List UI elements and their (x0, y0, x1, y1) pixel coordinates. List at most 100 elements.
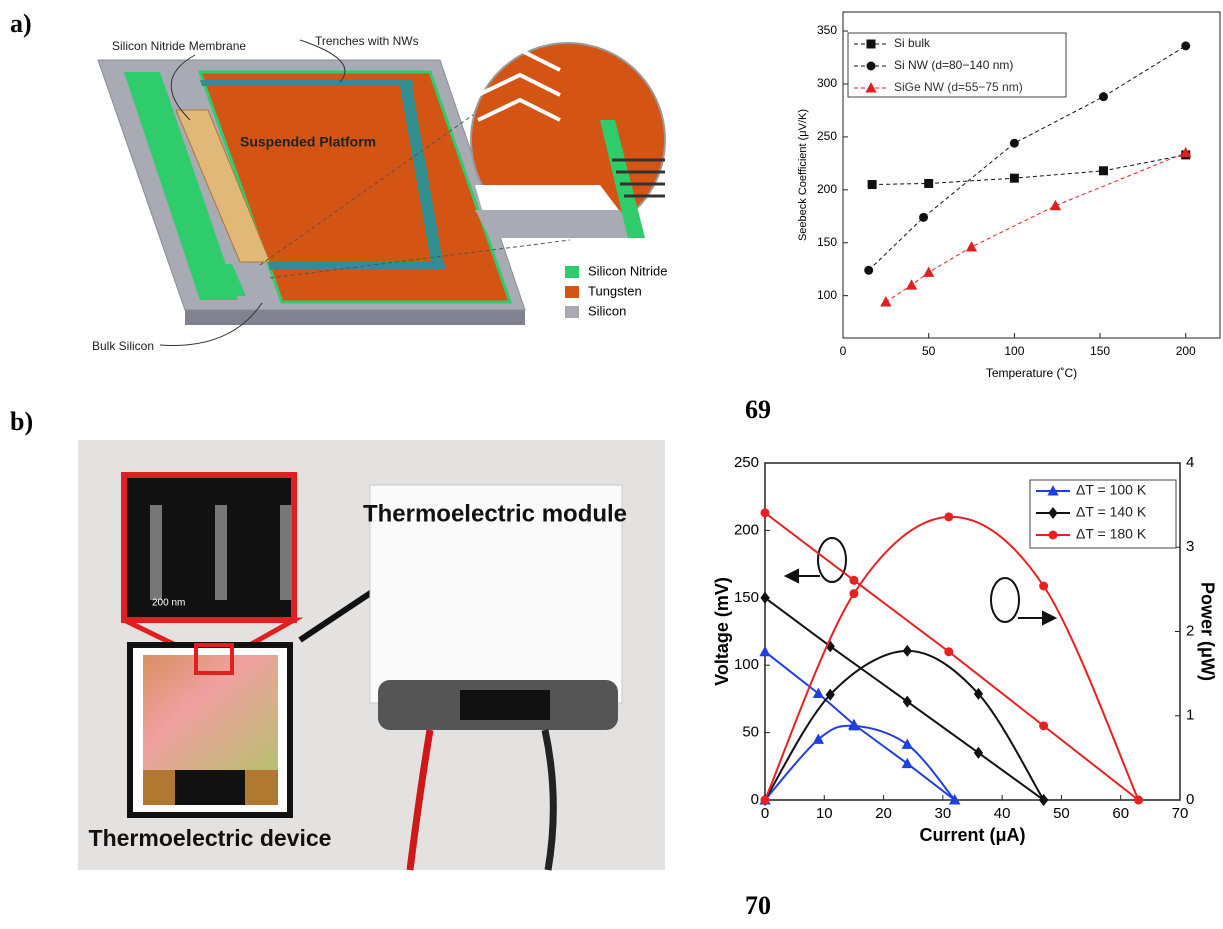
data-point (902, 644, 912, 657)
data-point (848, 720, 860, 731)
series-line (885, 152, 1186, 303)
legend-label: Si NW (d=80−140 nm) (894, 58, 1013, 72)
data-point (1134, 795, 1143, 805)
data-point (849, 589, 859, 599)
data-point (944, 647, 954, 657)
data-point (825, 688, 835, 701)
x-tick-label: 70 (1172, 805, 1189, 822)
diagram-label: Silicon Nitride Membrane (112, 39, 246, 53)
data-point (812, 687, 824, 699)
axis-annotation (783, 537, 1058, 626)
reference-number: 69 (745, 395, 771, 424)
legend-marker (865, 82, 877, 93)
reference-number: 70 (745, 891, 771, 920)
diagram-legend: Tungsten (588, 283, 642, 298)
diagram-label: Bulk Silicon (92, 339, 154, 353)
x-tick-label: 50 (922, 344, 936, 358)
x-tick-label: 60 (1112, 805, 1129, 822)
device-diagram: Silicon Nitride Membrane Trenches with N… (92, 34, 667, 353)
data-point (759, 645, 771, 657)
legend-label: ΔT = 180 K (1076, 526, 1147, 542)
y2-tick-label: 3 (1186, 538, 1194, 555)
y-tick-label: 50 (742, 724, 759, 741)
legend-marker (1047, 485, 1059, 496)
x-axis-label: Temperature (˚C) (986, 366, 1077, 380)
y-tick-label: 250 (734, 454, 759, 471)
data-point (973, 687, 984, 700)
legend-label: ΔT = 100 K (1076, 482, 1147, 498)
y-tick-label: 100 (817, 288, 837, 302)
data-point (944, 512, 954, 522)
panel-label: b) (10, 407, 33, 436)
data-point (1180, 146, 1192, 158)
y-axis-label: Seebeck Coefficient (μV/K) (797, 109, 809, 241)
legend-marker (1048, 530, 1058, 540)
data-point (880, 296, 892, 307)
x-tick-label: 200 (1176, 344, 1196, 358)
legend-label: SiGe NW (d=55−75 nm) (894, 80, 1023, 94)
y2-tick-label: 1 (1186, 707, 1194, 724)
y-tick-label: 300 (817, 76, 837, 90)
y-tick-label: 200 (817, 182, 837, 196)
data-point (867, 180, 877, 190)
y-tick-label: 0 (751, 791, 759, 808)
y2-tick-label: 2 (1186, 622, 1194, 639)
y-axis-label: Voltage (mV) (712, 577, 732, 686)
data-point (1098, 166, 1108, 176)
plot-frame (842, 11, 1221, 339)
x-tick-label: 40 (994, 805, 1011, 822)
series-line (872, 154, 1186, 186)
legend-marker (866, 39, 876, 49)
y2-tick-label: 4 (1186, 454, 1194, 471)
legend-label: Si bulk (894, 36, 931, 50)
data-point (901, 757, 913, 769)
legend-marker (866, 61, 876, 71)
legend-label: ΔT = 140 K (1076, 504, 1147, 520)
data-point (849, 575, 859, 585)
data-point (902, 695, 912, 708)
device-photo: 200 nm Thermoelectric module Thermoelect… (78, 440, 665, 871)
data-point (1181, 41, 1191, 51)
diagram-legend: Silicon Nitride (588, 263, 667, 278)
x-axis-label: Current (μA) (919, 825, 1025, 845)
series-line (764, 512, 1140, 801)
data-point (919, 212, 929, 222)
x-tick-label: 50 (1053, 805, 1070, 822)
diagram-label: Trenches with NWs (315, 34, 419, 48)
data-point (760, 591, 770, 604)
x-tick-label: 0 (840, 344, 847, 358)
x-tick-label: 10 (816, 805, 833, 822)
data-point (1039, 581, 1049, 591)
power-curve (764, 649, 1045, 801)
photo-label: Thermoelectric device (89, 825, 332, 851)
data-point (1009, 173, 1019, 183)
scale-label: 200 nm (152, 598, 185, 609)
series-line (868, 45, 1186, 271)
y-tick-label: 150 (734, 589, 759, 606)
y-tick-label: 150 (817, 235, 837, 249)
data-point (905, 279, 918, 290)
data-point (1039, 793, 1049, 807)
x-tick-label: 100 (1004, 344, 1024, 358)
data-point (901, 738, 913, 749)
data-point (923, 266, 935, 277)
power-curve (764, 724, 956, 801)
data-point (812, 733, 824, 744)
panel-label: a) (10, 9, 32, 38)
y-tick-label: 200 (734, 521, 759, 538)
data-point (949, 794, 961, 805)
legend-marker (1048, 506, 1058, 520)
x-tick-label: 20 (875, 805, 892, 822)
data-point (1098, 92, 1108, 102)
x-tick-label: 0 (761, 805, 769, 822)
series-line (764, 596, 1045, 801)
data-point (760, 795, 770, 805)
power-curve (764, 515, 1140, 801)
diagram-label: Suspended Platform (240, 134, 376, 150)
photo-label: Thermoelectric module (363, 500, 627, 527)
diagram-legend: Silicon (588, 303, 626, 318)
y-tick-label: 350 (817, 23, 837, 37)
data-point (965, 241, 978, 252)
data-point (1049, 199, 1062, 211)
